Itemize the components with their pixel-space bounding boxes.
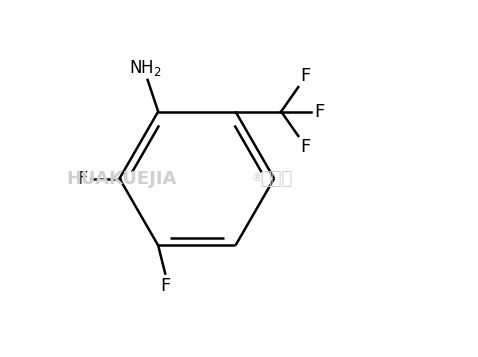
- Text: 化学加: 化学加: [260, 170, 293, 187]
- Text: F: F: [300, 138, 310, 156]
- Text: F: F: [314, 102, 324, 121]
- Text: F: F: [160, 277, 170, 295]
- Text: NH$_2$: NH$_2$: [130, 58, 162, 78]
- Text: F: F: [77, 170, 88, 187]
- Text: F: F: [300, 67, 310, 85]
- Text: ®: ®: [251, 174, 262, 183]
- Text: HUAKUEJIA: HUAKUEJIA: [67, 170, 177, 187]
